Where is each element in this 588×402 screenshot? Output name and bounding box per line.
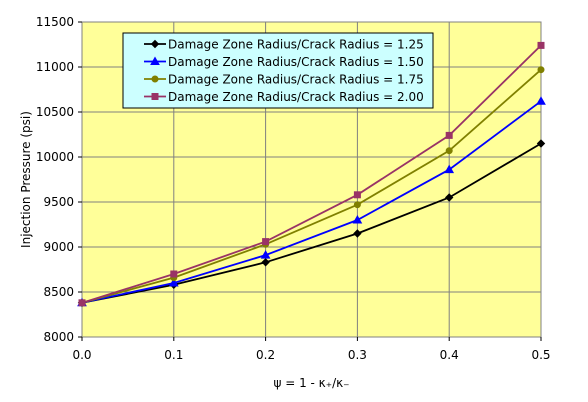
data-point	[260, 250, 271, 259]
series-line	[81, 100, 542, 304]
x-tick-label: 0.2	[256, 348, 275, 362]
data-point	[536, 96, 546, 105]
x-tick-label: 0.3	[348, 348, 367, 362]
legend-swatch-marker	[150, 56, 160, 65]
data-point	[537, 66, 545, 74]
legend-item: Damage Zone Radius/Crack Radius = 1.50	[144, 55, 424, 69]
legend-box	[122, 32, 434, 109]
data-point	[353, 191, 361, 199]
x-tick-label: 0.0	[72, 348, 91, 362]
data-point	[445, 147, 453, 155]
data-point	[78, 299, 86, 307]
x-axis-label: ψ = 1 - κ₊/κ₋	[273, 376, 349, 390]
data-point	[170, 270, 178, 278]
data-point	[261, 258, 270, 267]
legend-label: Damage Zone Radius/Crack Radius = 1.50	[168, 55, 424, 69]
y-axis-label: Injection Pressure (psi)	[19, 111, 33, 248]
data-point	[445, 131, 453, 139]
data-point	[536, 139, 546, 148]
series-4	[78, 41, 545, 307]
y-axis-ticks: 8000 8500 9000 9500 10000 10500 11000 11500	[36, 15, 82, 344]
data-point	[444, 193, 454, 202]
y-tick-label: 10500	[36, 105, 74, 119]
x-tick-label: 0.1	[164, 348, 183, 362]
y-tick-label: 8000	[43, 330, 74, 344]
legend-swatch-marker	[151, 75, 159, 83]
x-tick-label: 0.5	[531, 348, 550, 362]
series-line	[81, 44, 542, 304]
data-point	[537, 41, 545, 49]
legend-item: Damage Zone Radius/Crack Radius = 2.00	[144, 90, 424, 104]
data-point	[352, 214, 363, 224]
legend-swatch-marker	[150, 39, 160, 49]
legend: Damage Zone Radius/Crack Radius = 1.25 Da…	[122, 32, 434, 109]
data-point	[353, 229, 362, 238]
series-line	[81, 69, 542, 304]
data-point	[444, 164, 455, 174]
data-point	[353, 201, 361, 209]
data-point	[262, 238, 270, 246]
legend-label: Damage Zone Radius/Crack Radius = 2.00	[168, 90, 424, 104]
x-tick-label: 0.4	[440, 348, 459, 362]
x-axis-ticks: 0.0 0.1 0.2 0.3 0.4 0.5	[72, 337, 551, 362]
y-tick-label: 11000	[36, 60, 74, 74]
legend-swatch-marker	[151, 93, 159, 100]
series-line	[81, 142, 542, 304]
y-tick-label: 11500	[36, 15, 74, 29]
legend-label: Damage Zone Radius/Crack Radius = 1.25	[168, 38, 424, 52]
data-point	[168, 277, 179, 287]
y-tick-label: 10000	[36, 150, 74, 164]
legend-item: Damage Zone Radius/Crack Radius = 1.75	[144, 73, 424, 87]
y-tick-label: 8500	[43, 285, 74, 299]
y-tick-label: 9500	[43, 195, 74, 209]
series-layer	[77, 41, 546, 308]
legend-label: Damage Zone Radius/Crack Radius = 1.75	[168, 73, 424, 87]
legend-item: Damage Zone Radius/Crack Radius = 1.25	[144, 38, 424, 52]
plot-frame	[81, 21, 542, 338]
y-tick-label: 9000	[43, 240, 74, 254]
